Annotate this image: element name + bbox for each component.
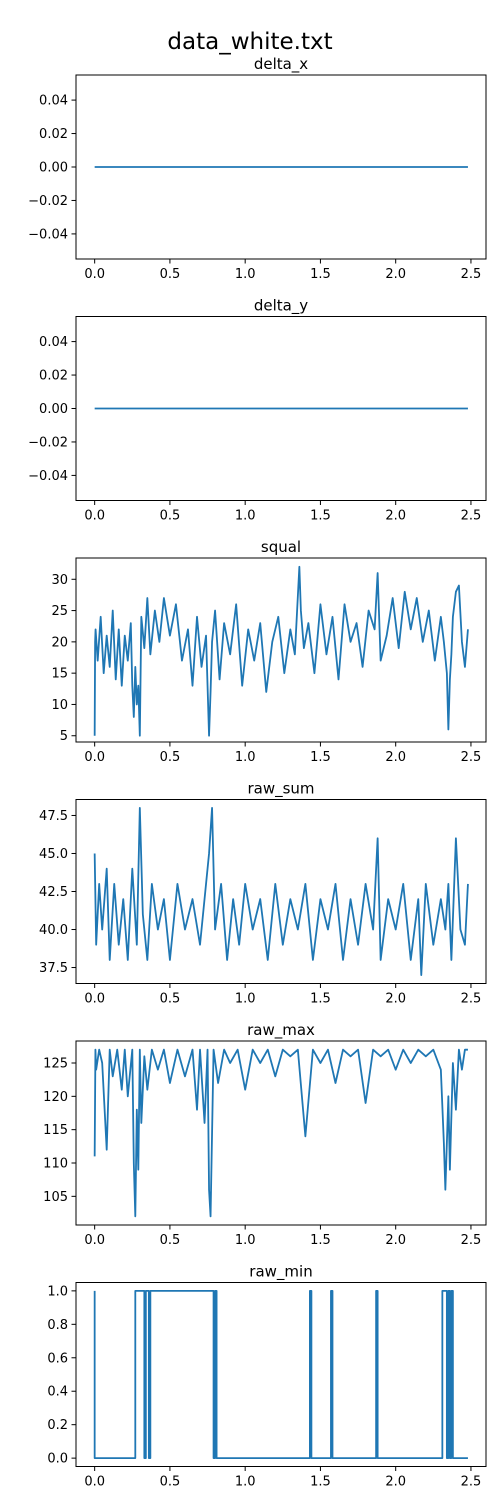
y-tick-label: 0.8	[47, 1318, 68, 1333]
x-tick-label: 0.0	[84, 267, 105, 282]
y-tick-label: 125	[43, 1057, 68, 1072]
y-tick-label: 0.00	[39, 161, 68, 176]
y-tick-label: 1.0	[47, 1284, 68, 1299]
x-tick-label: 2.5	[461, 509, 482, 524]
x-tick-label: 2.0	[385, 1233, 406, 1248]
subplot-raw_min: raw_min 0.0 0.5 1.0 1.5 2.0 2.5 1.0 0.8 0.6 0.4 0.2…	[47, 1263, 487, 1490]
y-tick-label: −0.04	[28, 227, 68, 242]
y-tick-label: 15	[51, 667, 68, 682]
x-tick-label: 1.0	[235, 509, 256, 524]
subplot-title: delta_y	[254, 297, 308, 316]
x-tick-label: 2.5	[461, 1475, 482, 1490]
subplot-title: squal	[261, 538, 301, 556]
x-tick-label: 0.5	[160, 992, 181, 1007]
x-tick-label: 0.0	[84, 509, 105, 524]
y-tick-label: 0.02	[39, 369, 68, 384]
x-tick-label: 2.0	[385, 1475, 406, 1490]
y-tick-label: 37.5	[39, 961, 68, 976]
x-tick-label: 1.5	[310, 1475, 331, 1490]
x-tick-label: 2.0	[385, 509, 406, 524]
subplot-squal: squal 0.0 0.5 1.0 1.5 2.0 2.5 30 25 20 15 10 5	[51, 538, 487, 765]
x-tick-label: 1.5	[310, 267, 331, 282]
y-tick-label: 0.02	[39, 127, 68, 142]
axes-frame	[75, 557, 487, 743]
y-tick-label: 105	[43, 1190, 68, 1205]
y-tick-label: 0.2	[47, 1418, 68, 1433]
x-tick-label: 1.0	[235, 750, 256, 765]
x-tick-label: 2.0	[385, 992, 406, 1007]
x-tick-label: 1.0	[235, 992, 256, 1007]
y-tick-label: 30	[51, 573, 68, 588]
series-line	[93, 806, 469, 977]
x-tick-label: 0.5	[160, 1233, 181, 1248]
y-tick-label: 0.4	[47, 1385, 68, 1400]
subplot-raw_max: raw_max 0.0 0.5 1.0 1.5 2.0 2.5 125 120 115 110 105	[43, 1021, 487, 1248]
y-tick-label: −0.04	[28, 469, 68, 484]
figure-title: data_white.txt	[167, 29, 332, 55]
subplots: delta_x 0.0 0.5 1.0 1.5 2.0 2.5 0.04 0.02 0.00 −0.…	[28, 55, 487, 1490]
y-tick-label: 47.5	[39, 809, 68, 824]
series-line	[93, 565, 469, 737]
y-tick-label: 5	[60, 729, 68, 744]
y-tick-label: −0.02	[28, 435, 68, 450]
y-tick-label: 110	[43, 1157, 68, 1172]
x-tick-label: 0.5	[160, 267, 181, 282]
subplot-delta_y: delta_y 0.0 0.5 1.0 1.5 2.0 2.5 0.04 0.02 0.00 −0.…	[28, 297, 487, 524]
x-tick-label: 0.0	[84, 1475, 105, 1490]
subplot-title: raw_max	[247, 1021, 315, 1040]
subplot-title: delta_x	[254, 55, 308, 74]
x-tick-label: 1.0	[235, 1475, 256, 1490]
x-tick-label: 1.0	[235, 267, 256, 282]
y-tick-label: 0.04	[39, 335, 68, 350]
x-tick-label: 2.5	[461, 267, 482, 282]
y-tick-label: 42.5	[39, 885, 68, 900]
y-tick-label: 10	[51, 698, 68, 713]
x-tick-label: 2.0	[385, 267, 406, 282]
x-tick-label: 0.5	[160, 750, 181, 765]
x-tick-label: 2.5	[461, 750, 482, 765]
axes-frame	[75, 1040, 487, 1226]
y-tick-label: 0.0	[47, 1452, 68, 1467]
series-line	[93, 1289, 468, 1460]
x-tick-label: 0.5	[160, 509, 181, 524]
x-tick-label: 1.5	[310, 1233, 331, 1248]
x-tick-label: 1.5	[310, 750, 331, 765]
x-tick-label: 1.0	[235, 1233, 256, 1248]
y-tick-label: −0.02	[28, 194, 68, 209]
subplot-title: raw_sum	[247, 780, 314, 799]
y-tick-label: 25	[51, 604, 68, 619]
x-tick-label: 1.5	[310, 992, 331, 1007]
y-tick-label: 40.0	[39, 923, 68, 938]
axes-frame	[75, 1282, 487, 1467]
y-tick-label: 0.04	[39, 94, 68, 109]
subplot-title: raw_min	[249, 1263, 312, 1282]
x-tick-label: 0.0	[84, 1233, 105, 1248]
x-tick-label: 0.0	[84, 750, 105, 765]
y-tick-label: 0.6	[47, 1351, 68, 1366]
x-tick-label: 1.5	[310, 509, 331, 524]
x-tick-label: 2.5	[461, 992, 482, 1007]
y-tick-label: 0.00	[39, 402, 68, 417]
y-tick-label: 45.0	[39, 847, 68, 862]
x-tick-label: 0.5	[160, 1475, 181, 1490]
subplot-delta_x: delta_x 0.0 0.5 1.0 1.5 2.0 2.5 0.04 0.02 0.00 −0.…	[28, 55, 487, 282]
y-tick-label: 120	[43, 1090, 68, 1105]
x-tick-label: 2.5	[461, 1233, 482, 1248]
series-line	[93, 1048, 468, 1218]
x-tick-label: 2.0	[385, 750, 406, 765]
subplot-raw_sum: raw_sum 0.0 0.5 1.0 1.5 2.0 2.5 47.5 45.0 42.5 40.…	[39, 780, 487, 1007]
y-tick-label: 20	[51, 635, 68, 650]
y-tick-label: 115	[43, 1123, 68, 1138]
x-tick-label: 0.0	[84, 992, 105, 1007]
